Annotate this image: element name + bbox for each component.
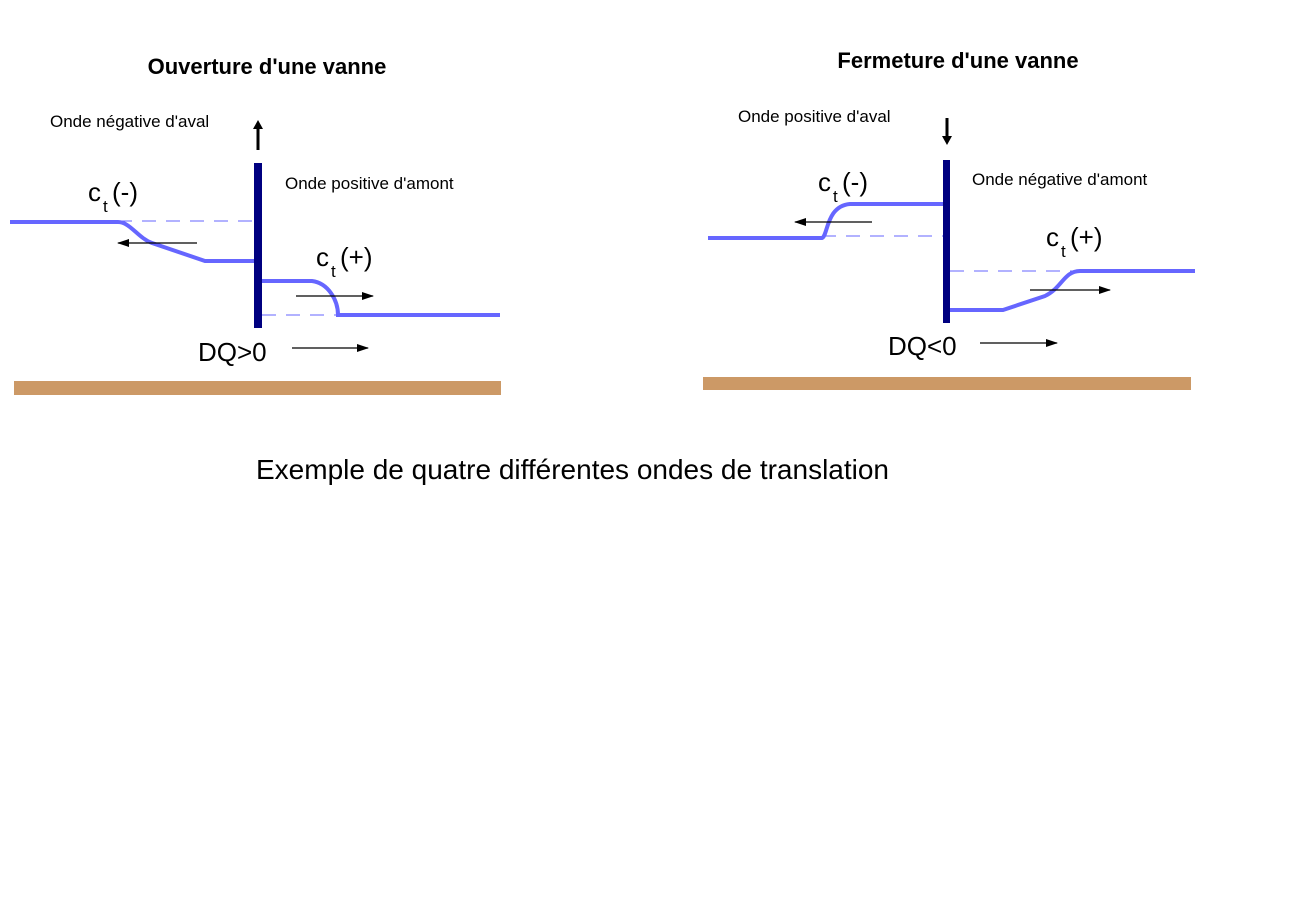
celerity-subscript: t	[331, 262, 336, 281]
water-surface	[10, 220, 254, 263]
panel-title: Ouverture d'une vanne	[148, 54, 387, 79]
panel-closing: Fermeture d'une vanne Onde positive d'av…	[703, 48, 1195, 390]
gate	[943, 160, 950, 323]
upstream-label: Onde positive d'amont	[285, 174, 454, 193]
flow-label: DQ<0	[888, 331, 957, 361]
celerity-sign: (+)	[340, 242, 373, 272]
celerity-sign: (+)	[1070, 222, 1103, 252]
gate-up-arrow-head	[253, 120, 263, 129]
channel-bed	[14, 381, 501, 395]
water-surface	[708, 202, 943, 240]
flow-label: DQ>0	[198, 337, 267, 367]
panel-title: Fermeture d'une vanne	[837, 48, 1078, 73]
gate-down-arrow-head	[942, 136, 952, 145]
downstream-label: Onde positive d'aval	[738, 107, 891, 126]
channel-bed	[703, 377, 1191, 390]
gate	[254, 163, 262, 328]
celerity-subscript: t	[1061, 242, 1066, 261]
celerity-symbol: c	[818, 167, 831, 197]
downstream-label: Onde négative d'aval	[50, 112, 209, 131]
water-surface	[262, 279, 500, 317]
celerity-subscript: t	[103, 197, 108, 216]
celerity-symbol: c	[88, 177, 101, 207]
upstream-label: Onde négative d'amont	[972, 170, 1148, 189]
caption: Exemple de quatre différentes ondes de t…	[256, 454, 889, 485]
celerity-symbol: c	[1046, 222, 1059, 252]
celerity-sign: (-)	[112, 177, 138, 207]
celerity-subscript: t	[833, 187, 838, 206]
celerity-symbol: c	[316, 242, 329, 272]
panel-opening: Ouverture d'une vanne Onde négative d'av…	[10, 54, 501, 395]
water-surface	[950, 269, 1195, 312]
celerity-sign: (-)	[842, 167, 868, 197]
